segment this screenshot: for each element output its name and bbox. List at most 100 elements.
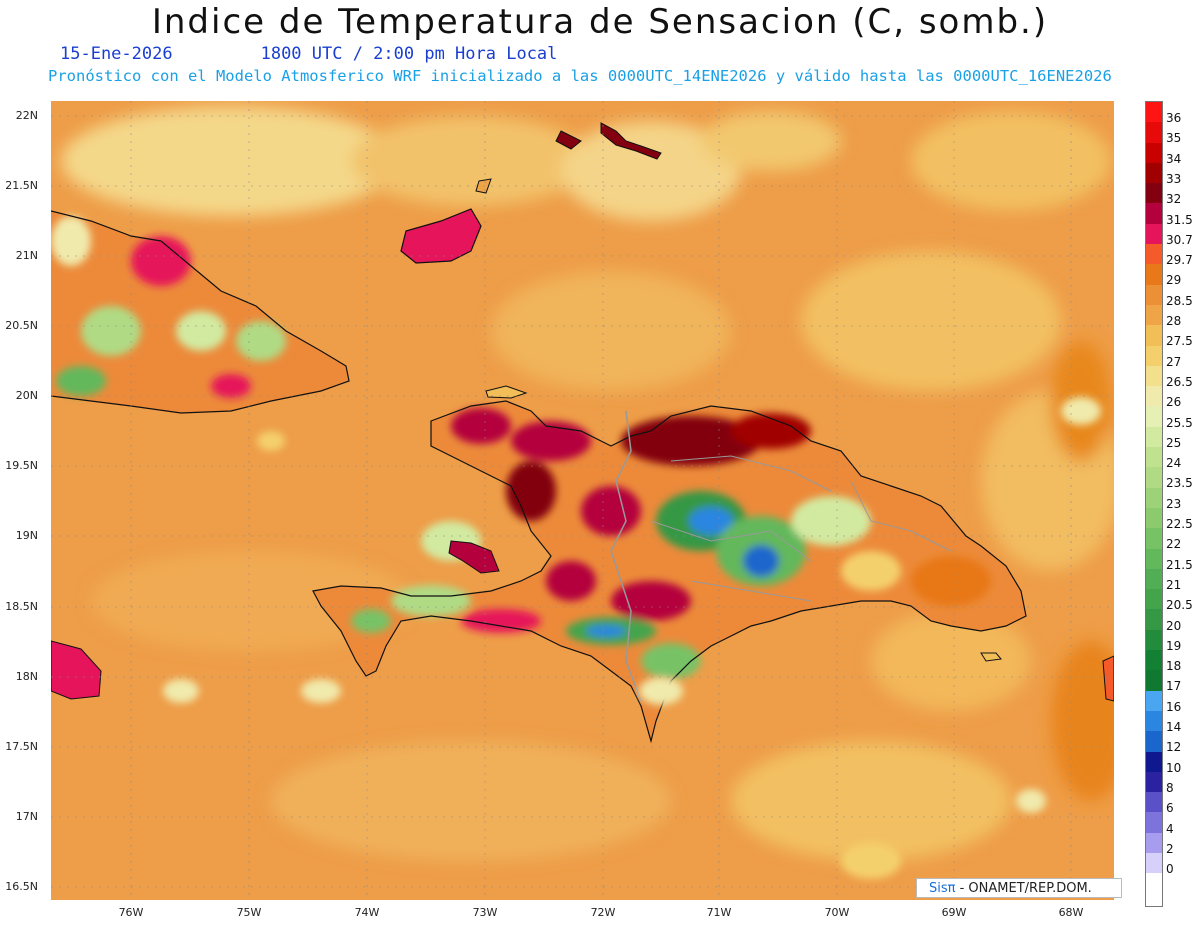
graticule <box>51 101 1114 900</box>
legend-swatch <box>1146 731 1162 752</box>
legend-value-label: 23.5 <box>1166 476 1193 491</box>
lat-label: 21N <box>15 249 38 262</box>
legend-value-label: 22.5 <box>1166 517 1193 531</box>
legend-swatch <box>1146 345 1162 366</box>
valid-time-line: 15-Ene-2026 1800 UTC / 2:00 pm Hora Local <box>60 44 557 64</box>
caicos-island-west <box>555 130 582 150</box>
legend-swatch <box>1146 568 1162 590</box>
legend-swatch <box>1146 670 1162 691</box>
legend-swatch <box>1146 629 1162 651</box>
lat-label: 21.5N <box>5 179 38 192</box>
lon-label: 70W <box>824 906 850 919</box>
saona-island <box>980 652 1002 662</box>
legend-swatch <box>1146 284 1162 305</box>
legend-value-label: 2 <box>1166 841 1174 856</box>
gonave-island <box>448 540 500 574</box>
legend-swatch <box>1146 873 1162 882</box>
lon-label: 68W <box>1058 906 1084 919</box>
legend-swatch <box>1146 467 1162 488</box>
legend-value-label: 26.5 <box>1166 374 1193 389</box>
legend-swatch <box>1146 223 1162 245</box>
lat-label: 22N <box>15 109 38 122</box>
credit-box: Sisπ - ONAMET/REP.DOM. <box>916 878 1122 898</box>
legend-swatch <box>1146 102 1162 123</box>
legend-value-label: 25 <box>1166 435 1182 450</box>
legend-value-label: 31.5 <box>1166 212 1193 227</box>
legend-swatch <box>1146 751 1162 772</box>
legend-value-label: 14 <box>1166 720 1182 734</box>
legend-swatch <box>1146 548 1162 569</box>
legend-swatch <box>1146 426 1162 448</box>
lat-label: 17.5N <box>5 740 38 753</box>
ocean-hotspots <box>163 397 1101 879</box>
caicos-island-east <box>600 122 662 160</box>
lat-label: 17N <box>15 810 38 823</box>
map-canvas <box>51 101 1114 900</box>
legend-value-label: 21 <box>1166 577 1182 592</box>
credit-text: - ONAMET/REP.DOM. <box>955 881 1092 896</box>
legend-value-label: 28.5 <box>1166 293 1193 308</box>
legend-value-label: 20.5 <box>1166 598 1193 613</box>
legend-value-label: 23 <box>1166 496 1182 511</box>
legend-value-label: 0 <box>1166 862 1174 877</box>
legend-swatch <box>1146 447 1162 468</box>
legend-value-label: 19 <box>1166 638 1182 653</box>
legend-value-label: 33 <box>1166 171 1182 186</box>
inagua-island <box>400 208 482 264</box>
legend-swatch <box>1146 162 1162 184</box>
legend-swatch <box>1146 386 1162 407</box>
legend-value-label: 28 <box>1166 314 1182 328</box>
lon-label: 69W <box>941 906 967 919</box>
legend-swatch <box>1146 528 1162 549</box>
sispi-logo: Sisπ <box>929 881 956 896</box>
legend-value-label: 30.7 <box>1166 232 1193 247</box>
legend-swatch <box>1146 264 1162 285</box>
legend-value-label: 35 <box>1166 131 1182 146</box>
legend-swatch <box>1146 304 1162 326</box>
hispaniola <box>312 400 1027 744</box>
legend-swatch <box>1146 771 1162 793</box>
legend-value-label: 17 <box>1166 679 1182 694</box>
forecast-time: 1800 UTC / 2:00 pm Hora Local <box>260 44 558 64</box>
legend-swatch <box>1146 852 1162 874</box>
legend-swatch <box>1146 507 1162 529</box>
legend-swatch <box>1146 832 1162 853</box>
legend-value-label: 26 <box>1166 395 1182 410</box>
legend-value-label: 27.5 <box>1166 334 1193 349</box>
legend-value-label: 8 <box>1166 780 1174 795</box>
legend-value-label: 36 <box>1166 111 1182 125</box>
legend-value-label: 29 <box>1166 273 1182 288</box>
lon-label: 73W <box>472 906 498 919</box>
legend-value-label: 16 <box>1166 699 1182 714</box>
legend-swatch <box>1146 650 1162 671</box>
cuba-south-tip <box>51 640 102 700</box>
legend-swatch <box>1146 710 1162 732</box>
lon-label: 72W <box>590 906 616 919</box>
tortuga-island <box>485 385 528 399</box>
legend-swatch <box>1146 122 1162 143</box>
lat-label: 18.5N <box>5 600 38 613</box>
heat-index-map <box>51 101 1114 900</box>
color-legend-bar <box>1145 101 1163 907</box>
legend-swatch <box>1146 325 1162 346</box>
legend-value-label: 27 <box>1166 354 1182 369</box>
legend-value-label: 34 <box>1166 151 1182 166</box>
legend-swatch <box>1146 792 1162 813</box>
legend-value-label: 22 <box>1166 537 1182 552</box>
legend-value-label: 25.5 <box>1166 415 1193 430</box>
lat-label: 19N <box>15 529 38 542</box>
legend-value-label: 21.5 <box>1166 557 1193 572</box>
cuba-east <box>51 210 350 414</box>
lat-label: 18N <box>15 670 38 683</box>
lon-label: 71W <box>706 906 732 919</box>
legend-swatch <box>1146 244 1162 265</box>
lat-label: 20N <box>15 389 38 402</box>
lat-label: 16.5N <box>5 880 38 893</box>
model-note: Pronóstico con el Modelo Atmosferico WRF… <box>48 67 1112 85</box>
lon-label: 76W <box>118 906 144 919</box>
legend-swatch <box>1146 487 1162 508</box>
legend-value-label: 10 <box>1166 760 1182 775</box>
legend-value-label: 29.7 <box>1166 253 1193 268</box>
legend-swatch <box>1146 203 1162 224</box>
legend-value-label: 24 <box>1166 456 1182 471</box>
